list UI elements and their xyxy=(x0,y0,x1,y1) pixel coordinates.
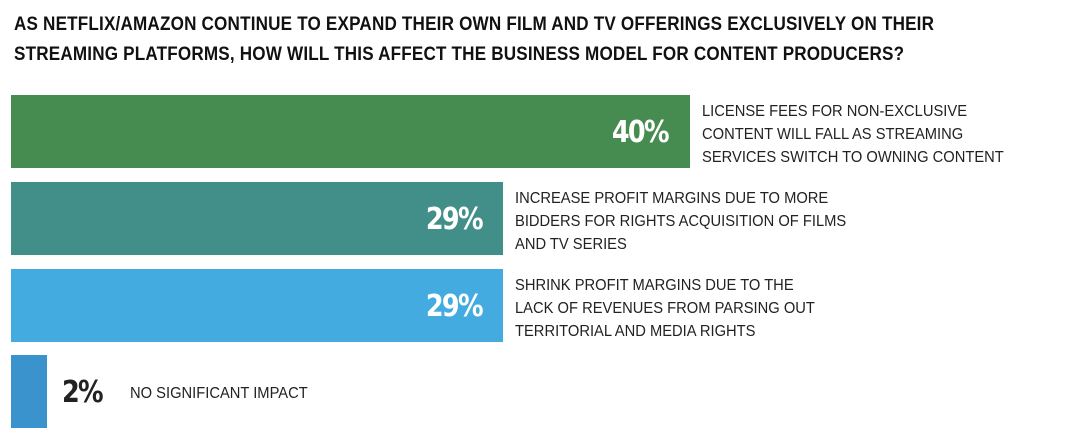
bar xyxy=(11,269,504,342)
data-label: 29% xyxy=(425,289,483,324)
category-label: LICENSE FEES FOR NON-EXCLUSIVE CONTENT W… xyxy=(702,103,1004,166)
category-label: INCREASE PROFIT MARGINS DUE TO MORE BIDD… xyxy=(515,190,847,253)
data-label: 2% xyxy=(62,375,104,410)
category-label: SHRINK PROFIT MARGINS DUE TO THE LACK OF… xyxy=(515,277,816,340)
chart-title: AS NETFLIX/AMAZON CONTINUE TO EXPAND THE… xyxy=(14,14,935,65)
bar xyxy=(11,355,47,428)
bar xyxy=(11,95,691,168)
data-label: 29% xyxy=(425,202,483,237)
bar xyxy=(11,182,504,255)
data-label: 40% xyxy=(612,115,670,150)
category-label: NO SIGNIFICANT IMPACT xyxy=(130,385,308,402)
